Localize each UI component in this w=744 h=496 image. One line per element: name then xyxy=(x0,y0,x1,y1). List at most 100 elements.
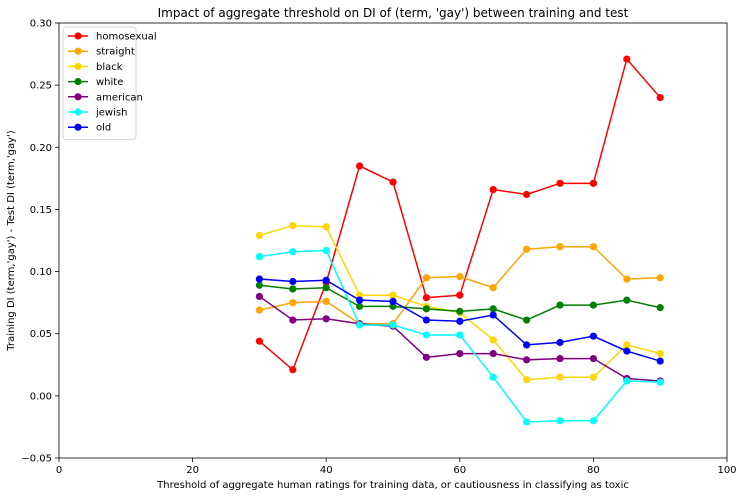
legend-marker xyxy=(74,123,82,131)
data-point-white xyxy=(356,302,364,310)
data-point-jewish xyxy=(623,377,631,385)
y-tick-label: −0.05 xyxy=(21,454,52,465)
data-point-jewish xyxy=(322,246,330,255)
data-point-american xyxy=(589,354,598,363)
data-point-jewish xyxy=(289,248,297,256)
data-point-white xyxy=(422,305,430,313)
data-point-black xyxy=(389,291,397,299)
legend-entry-jewish: jewish xyxy=(68,108,127,119)
data-point-black xyxy=(255,231,263,240)
data-point-jewish xyxy=(356,321,364,329)
x-tick-label: 60 xyxy=(453,465,466,476)
data-point-white xyxy=(556,301,564,309)
data-point-black xyxy=(556,373,564,381)
data-point-white xyxy=(389,302,397,310)
data-point-straight xyxy=(422,274,430,282)
legend-entry-white: white xyxy=(68,77,123,88)
x-tick-label: 100 xyxy=(717,465,736,476)
data-point-straight xyxy=(255,306,263,314)
data-point-jewish xyxy=(255,253,263,261)
data-point-old xyxy=(322,276,330,284)
data-point-homosexual xyxy=(356,162,364,170)
data-point-white xyxy=(623,296,631,304)
y-tick-label: 0.05 xyxy=(30,329,52,340)
data-point-old xyxy=(556,338,564,347)
data-point-straight xyxy=(589,243,598,251)
legend-label: old xyxy=(96,123,111,134)
data-point-white xyxy=(489,305,497,313)
y-tick-label: 0.10 xyxy=(30,267,52,278)
data-point-straight xyxy=(289,299,297,307)
legend-label: white xyxy=(96,77,123,88)
data-point-white xyxy=(255,281,263,289)
data-point-old xyxy=(255,275,263,283)
data-point-homosexual xyxy=(489,185,497,194)
data-point-american xyxy=(255,292,263,301)
chart-title: Impact of aggregate threshold on DI of (… xyxy=(158,6,629,20)
data-point-jewish xyxy=(556,417,564,425)
data-point-black xyxy=(322,223,330,231)
data-point-straight xyxy=(489,284,497,292)
y-tick-label: 0.00 xyxy=(30,391,52,402)
data-point-jewish xyxy=(389,321,397,329)
data-point-straight xyxy=(556,243,564,251)
y-axis-label: Training DI (term,'gay') - Test DI (term… xyxy=(6,130,17,351)
legend-label: american xyxy=(96,92,143,103)
legend-entry-straight: straight xyxy=(68,47,135,58)
data-point-american xyxy=(523,356,531,364)
data-point-white xyxy=(289,285,297,293)
legend-marker xyxy=(74,108,82,116)
data-point-old xyxy=(589,332,598,340)
data-point-straight xyxy=(456,272,464,281)
x-axis-label: Threshold of aggregate human ratings for… xyxy=(156,480,629,491)
data-point-homosexual xyxy=(422,294,430,302)
x-tick-label: 20 xyxy=(186,465,199,476)
data-point-old xyxy=(623,347,631,355)
y-tick-label: 0.20 xyxy=(30,143,52,154)
data-point-old xyxy=(656,357,664,365)
data-point-homosexual xyxy=(523,190,531,199)
data-point-jewish xyxy=(489,373,497,381)
data-point-white xyxy=(523,316,531,324)
data-point-black xyxy=(656,350,664,358)
legend-label: homosexual xyxy=(96,32,157,43)
legend-entry-old: old xyxy=(68,123,111,134)
legend-entry-homosexual: homosexual xyxy=(68,32,157,43)
data-point-straight xyxy=(322,297,330,305)
data-point-black xyxy=(289,221,297,230)
data-point-homosexual xyxy=(656,93,664,102)
data-point-jewish xyxy=(589,417,598,425)
data-point-american xyxy=(322,315,330,323)
x-tick-label: 80 xyxy=(587,465,600,476)
legend: homosexual straight black white american jewi… xyxy=(62,26,157,140)
x-axis: 0 20 40 60 80 100 xyxy=(56,458,737,476)
data-point-old xyxy=(489,311,497,319)
data-point-american xyxy=(456,350,464,358)
data-point-straight xyxy=(656,274,664,282)
x-tick-label: 0 xyxy=(56,465,62,476)
legend-marker xyxy=(74,32,82,40)
data-point-black xyxy=(623,341,631,349)
legend-label: jewish xyxy=(95,108,127,119)
data-point-homosexual xyxy=(289,366,297,374)
series-homosexual xyxy=(255,55,664,374)
legend-marker xyxy=(74,62,82,70)
series-white xyxy=(255,281,664,324)
x-tick-label: 40 xyxy=(320,465,333,476)
y-tick-label: 0.15 xyxy=(30,205,52,216)
legend-entry-black: black xyxy=(68,62,123,73)
y-tick-label: 0.25 xyxy=(30,81,52,92)
data-point-homosexual xyxy=(456,291,464,299)
legend-label: straight xyxy=(96,47,135,58)
data-point-old xyxy=(456,317,464,325)
y-tick-label: 0.30 xyxy=(30,19,52,30)
series-old xyxy=(255,275,664,365)
data-point-homosexual xyxy=(389,178,397,186)
data-point-jewish xyxy=(422,331,430,339)
data-point-homosexual xyxy=(255,337,263,345)
data-point-white xyxy=(322,284,330,292)
data-point-old xyxy=(356,296,364,304)
data-point-black xyxy=(356,291,364,299)
data-point-white xyxy=(456,307,464,315)
